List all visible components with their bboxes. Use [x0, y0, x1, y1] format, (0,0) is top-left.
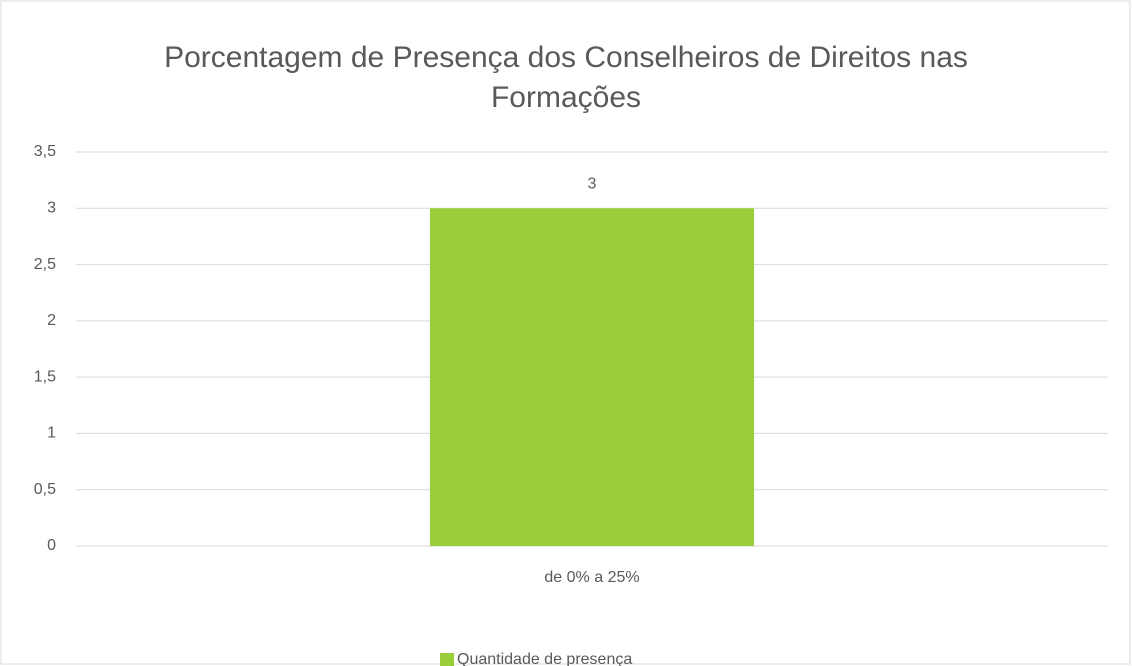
bar	[429, 208, 755, 547]
y-tick-label: 0	[47, 537, 56, 554]
y-tick-label: 2,5	[34, 256, 56, 273]
legend-label: Quantidade de presença	[457, 651, 632, 666]
y-tick-label: 1	[47, 425, 56, 442]
y-tick-label: 2	[47, 312, 56, 329]
data-label: 3	[588, 176, 597, 193]
x-tick-label: de 0% a 25%	[544, 569, 639, 586]
y-tick-label: 3	[47, 200, 56, 217]
y-tick-label: 1,5	[34, 368, 56, 385]
legend-item: Quantidade de presença	[440, 651, 632, 666]
y-tick-label: 3,5	[34, 143, 56, 160]
legend-swatch	[440, 653, 454, 666]
y-tick-label: 0,5	[34, 481, 56, 498]
chart-title: Porcentagem de Presença dos Conselheiros…	[164, 41, 968, 114]
